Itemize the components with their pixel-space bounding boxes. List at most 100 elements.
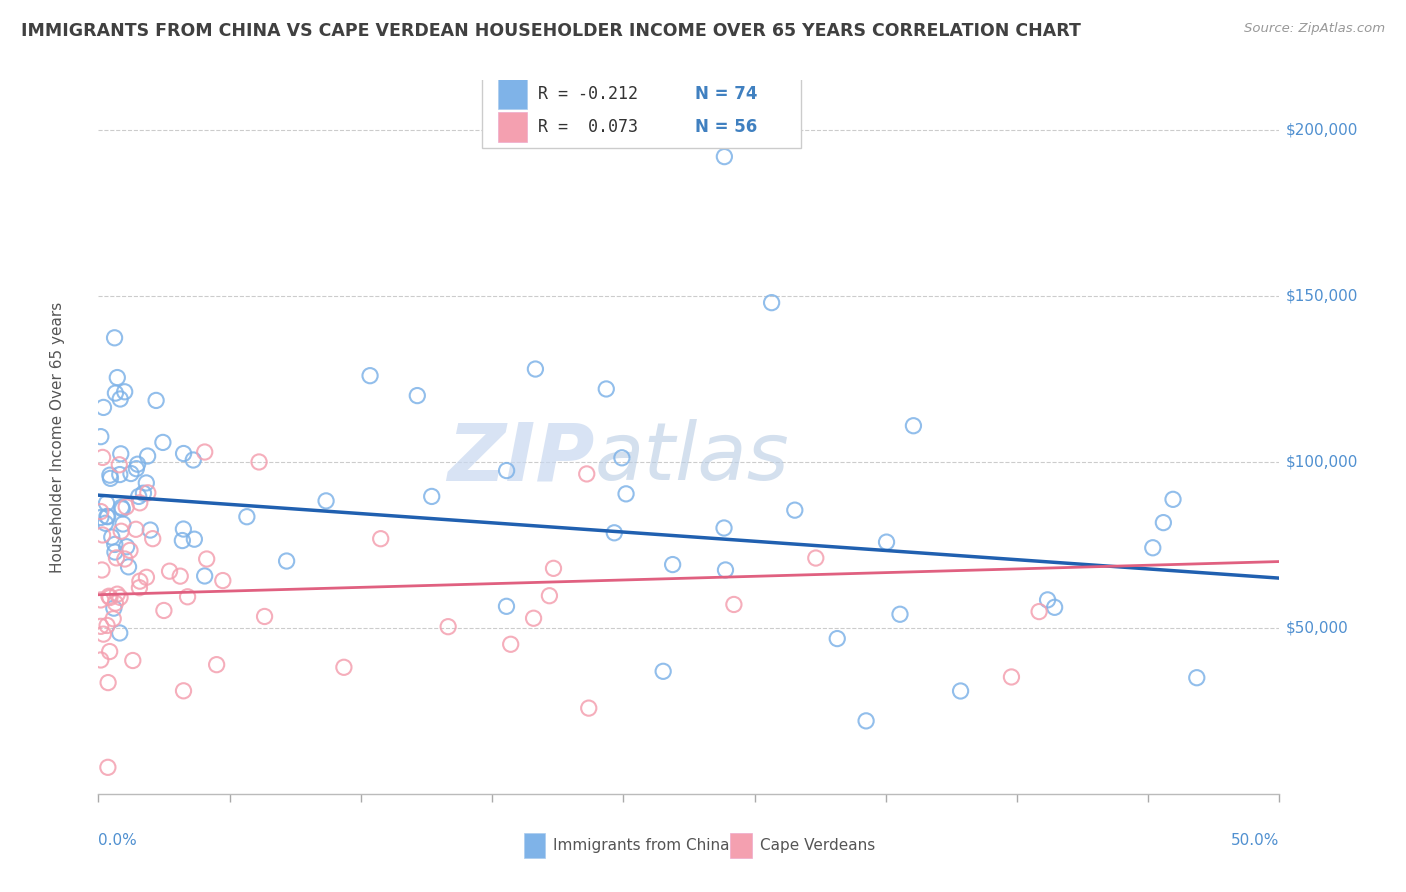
Point — [614, 487, 637, 501]
Text: Cape Verdeans: Cape Verdeans — [759, 838, 875, 853]
Point — [783, 503, 806, 517]
Point — [105, 370, 128, 384]
Point — [111, 516, 134, 531]
Point — [90, 593, 112, 607]
Point — [121, 653, 143, 667]
Bar — [498, 112, 527, 143]
Point — [104, 545, 127, 559]
Point — [125, 461, 148, 475]
Text: $200,000: $200,000 — [1285, 122, 1358, 137]
Point — [723, 598, 745, 612]
Point — [93, 627, 115, 641]
Point — [236, 509, 259, 524]
Point — [135, 475, 157, 490]
Point — [173, 683, 195, 698]
Point — [495, 599, 517, 614]
Point — [172, 522, 194, 536]
Point — [104, 386, 127, 401]
Point — [117, 559, 139, 574]
Point — [108, 467, 131, 482]
Point — [139, 523, 162, 537]
Point — [145, 393, 167, 408]
Point — [1185, 671, 1208, 685]
Point — [103, 601, 125, 615]
Point — [136, 449, 159, 463]
Point — [114, 552, 136, 566]
Point — [253, 609, 276, 624]
Text: N = 56: N = 56 — [695, 119, 756, 136]
Point — [90, 510, 112, 524]
Point — [315, 494, 337, 508]
Point — [100, 530, 122, 544]
Point — [661, 558, 683, 572]
Point — [111, 501, 134, 516]
Point — [153, 603, 176, 617]
Point — [115, 500, 138, 514]
Point — [114, 384, 136, 399]
Point — [128, 581, 150, 595]
Point — [97, 589, 120, 603]
Point — [132, 486, 155, 500]
Point — [1028, 605, 1050, 619]
Bar — [730, 833, 752, 858]
Point — [105, 550, 128, 565]
Point — [538, 589, 561, 603]
Point — [194, 569, 217, 583]
Point — [96, 618, 118, 632]
Point — [120, 467, 142, 481]
Text: Immigrants from China: Immigrants from China — [553, 838, 730, 853]
Point — [524, 362, 547, 376]
Point — [575, 467, 598, 481]
Text: $50,000: $50,000 — [1285, 621, 1348, 635]
Point — [97, 509, 120, 524]
Point — [194, 445, 217, 459]
Point — [825, 632, 848, 646]
Point — [876, 535, 898, 549]
Point — [1000, 670, 1022, 684]
Point — [91, 528, 114, 542]
Point — [949, 684, 972, 698]
Point — [159, 564, 181, 578]
Point — [172, 533, 194, 548]
Point — [108, 591, 131, 605]
Point — [247, 455, 270, 469]
Point — [169, 569, 191, 583]
Text: Source: ZipAtlas.com: Source: ZipAtlas.com — [1244, 22, 1385, 36]
Point — [276, 554, 298, 568]
Point — [110, 524, 132, 539]
Point — [205, 657, 228, 672]
Text: R =  0.073: R = 0.073 — [537, 119, 638, 136]
Point — [713, 521, 735, 535]
Point — [96, 496, 118, 510]
Point — [105, 587, 128, 601]
Point — [359, 368, 381, 383]
Point — [370, 532, 392, 546]
Point — [98, 644, 121, 658]
Point — [108, 626, 131, 640]
Point — [90, 505, 112, 519]
Point — [181, 453, 204, 467]
Point — [578, 701, 600, 715]
Point — [108, 392, 131, 406]
Point — [176, 590, 198, 604]
Point — [406, 388, 429, 402]
Point — [100, 471, 122, 485]
Point — [136, 485, 159, 500]
Point — [152, 435, 174, 450]
Point — [98, 591, 121, 605]
Point — [142, 532, 165, 546]
Point — [127, 457, 149, 471]
Point — [110, 447, 132, 461]
Point — [110, 500, 132, 515]
Point — [97, 760, 120, 774]
Point — [108, 458, 131, 472]
Point — [104, 537, 127, 551]
Point — [804, 551, 827, 566]
Point — [855, 714, 877, 728]
Point — [118, 543, 141, 558]
Point — [115, 540, 138, 554]
Bar — [523, 833, 546, 858]
Point — [103, 612, 125, 626]
Text: 50.0%: 50.0% — [1232, 833, 1279, 848]
FancyBboxPatch shape — [482, 73, 801, 148]
